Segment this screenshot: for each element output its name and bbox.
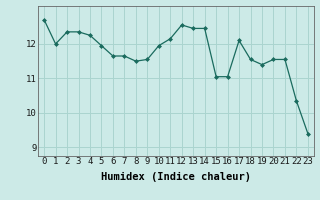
- X-axis label: Humidex (Indice chaleur): Humidex (Indice chaleur): [101, 172, 251, 182]
